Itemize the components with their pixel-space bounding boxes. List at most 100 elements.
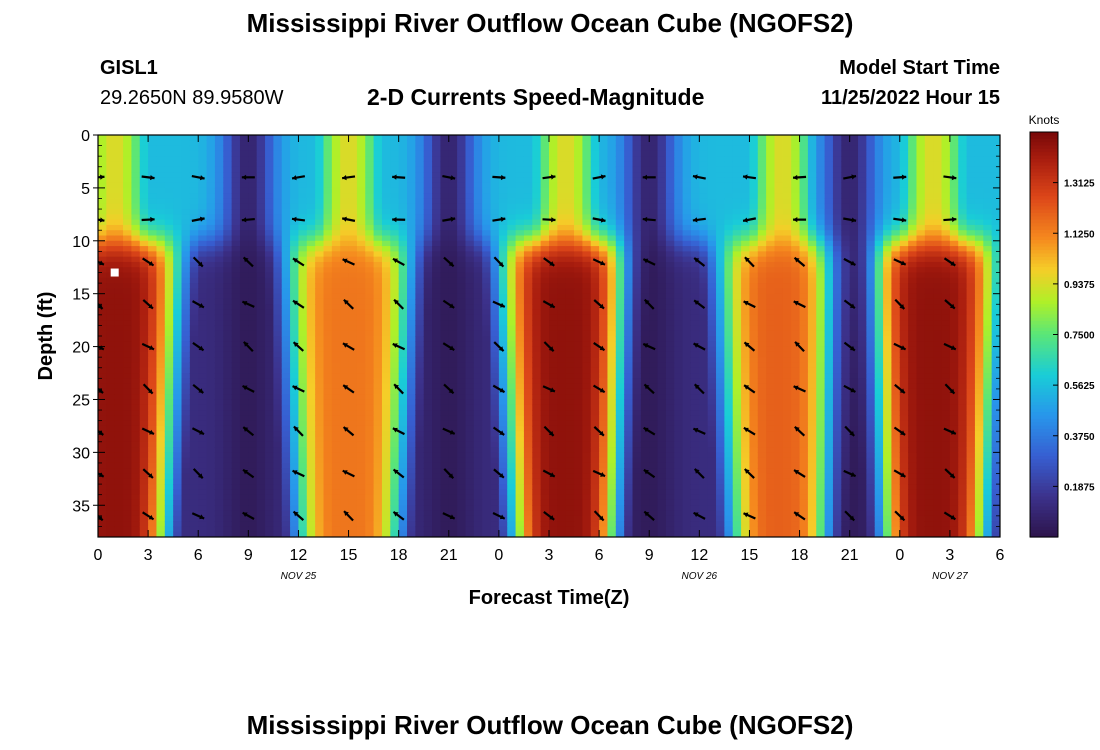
colorbar-segment	[1030, 375, 1058, 379]
colorbar-segment	[1030, 429, 1058, 433]
colorbar-segment	[1030, 456, 1058, 460]
current-vector	[342, 384, 355, 394]
current-vector	[744, 256, 755, 268]
colorbar-segment	[1030, 462, 1058, 467]
current-vector	[191, 175, 205, 181]
colorbar-segment	[1030, 243, 1058, 248]
x-tick-label: 15	[741, 547, 759, 564]
colorbar-segment	[1030, 395, 1058, 400]
colorbar-segment	[1030, 172, 1058, 177]
current-vector	[693, 468, 705, 479]
current-vector	[593, 342, 606, 352]
colorbar-segment	[1030, 145, 1058, 150]
colorbar-segment	[1030, 267, 1058, 271]
x-tick-label: 12	[690, 547, 708, 564]
current-vector	[742, 174, 757, 180]
current-vector	[793, 469, 806, 478]
colorbar-segment	[1030, 277, 1058, 282]
current-vector	[743, 426, 756, 436]
colorbar-segment	[1030, 378, 1058, 383]
y-tick-label: 10	[72, 234, 90, 251]
current-vector	[894, 510, 906, 522]
x-tick-label: 3	[545, 547, 554, 564]
colorbar-segment	[1030, 260, 1058, 265]
current-vector	[141, 174, 155, 181]
current-vector	[843, 174, 857, 180]
colorbar-segment	[1030, 364, 1058, 369]
current-vector	[693, 511, 706, 520]
current-vector	[843, 217, 857, 223]
y-tick-label: 5	[81, 181, 90, 198]
current-vector	[392, 174, 406, 180]
current-vector	[592, 384, 606, 394]
colorbar-segment	[1030, 165, 1058, 170]
colorbar-segment	[1030, 479, 1058, 484]
colorbar-tick-label: 0.5625	[1064, 381, 1095, 392]
current-vector	[692, 217, 706, 223]
colorbar-segment	[1030, 294, 1058, 298]
colorbar-segment	[1030, 324, 1058, 329]
colorbar-segment	[1030, 405, 1058, 410]
colorbar-segment	[1030, 253, 1058, 258]
colorbar-segment	[1030, 445, 1058, 450]
colorbar-segment	[1030, 304, 1058, 309]
colorbar-segment	[1030, 476, 1058, 481]
current-vector	[442, 175, 456, 181]
current-vector	[442, 342, 455, 351]
current-vector	[98, 472, 105, 478]
colorbar-segment	[1030, 385, 1058, 390]
colorbar-segment	[1030, 189, 1058, 194]
colorbar-segment	[1030, 388, 1058, 393]
colorbar-segment	[1030, 199, 1058, 204]
current-vector	[242, 468, 255, 479]
colorbar-segment	[1030, 209, 1058, 214]
colorbar-segment	[1030, 233, 1058, 238]
current-vector	[492, 512, 506, 520]
current-vector	[392, 342, 406, 351]
colorbar-segment	[1030, 520, 1058, 525]
colorbar-segment	[1030, 354, 1058, 359]
colorbar-segment	[1030, 526, 1058, 531]
current-vector	[893, 342, 907, 351]
current-vector	[492, 216, 506, 222]
colorbar-segment	[1030, 408, 1058, 413]
colorbar-segment	[1030, 300, 1058, 305]
current-vector	[443, 383, 455, 395]
current-vector	[442, 427, 456, 435]
current-vector	[98, 260, 105, 266]
current-vector	[843, 469, 857, 478]
current-vector	[492, 426, 505, 436]
colorbar-segment	[1030, 351, 1058, 356]
current-vector	[843, 257, 856, 266]
current-vector	[392, 427, 405, 436]
current-vector	[393, 383, 404, 395]
current-vector	[542, 469, 556, 478]
colorbar-segment	[1030, 469, 1058, 474]
y-tick-label: 0	[81, 128, 90, 145]
colorbar-segment	[1030, 179, 1058, 184]
colorbar-segment	[1030, 499, 1058, 504]
current-vector	[642, 216, 656, 223]
colorbar-segment	[1030, 290, 1058, 295]
colorbar-segment	[1030, 523, 1058, 528]
current-vector	[693, 383, 705, 395]
date-label: NOV 27	[932, 571, 968, 582]
colorbar-segment	[1030, 152, 1058, 157]
current-vector	[343, 510, 354, 522]
chart-subtitle: 2-D Currents Speed-Magnitude	[367, 84, 705, 110]
current-vector	[693, 257, 706, 267]
current-vector	[592, 469, 606, 478]
current-vector	[794, 341, 805, 353]
current-vector	[643, 383, 655, 395]
current-vector	[542, 217, 556, 223]
current-vector	[592, 174, 606, 180]
colorbar-segment	[1030, 317, 1058, 322]
x-tick-label: 3	[945, 547, 954, 564]
current-vector	[191, 216, 205, 222]
current-vector	[792, 174, 807, 181]
colorbar-segment	[1030, 439, 1058, 444]
current-vector	[643, 426, 656, 436]
current-vector	[944, 383, 956, 395]
current-vector	[493, 341, 505, 352]
current-vector	[693, 299, 706, 310]
